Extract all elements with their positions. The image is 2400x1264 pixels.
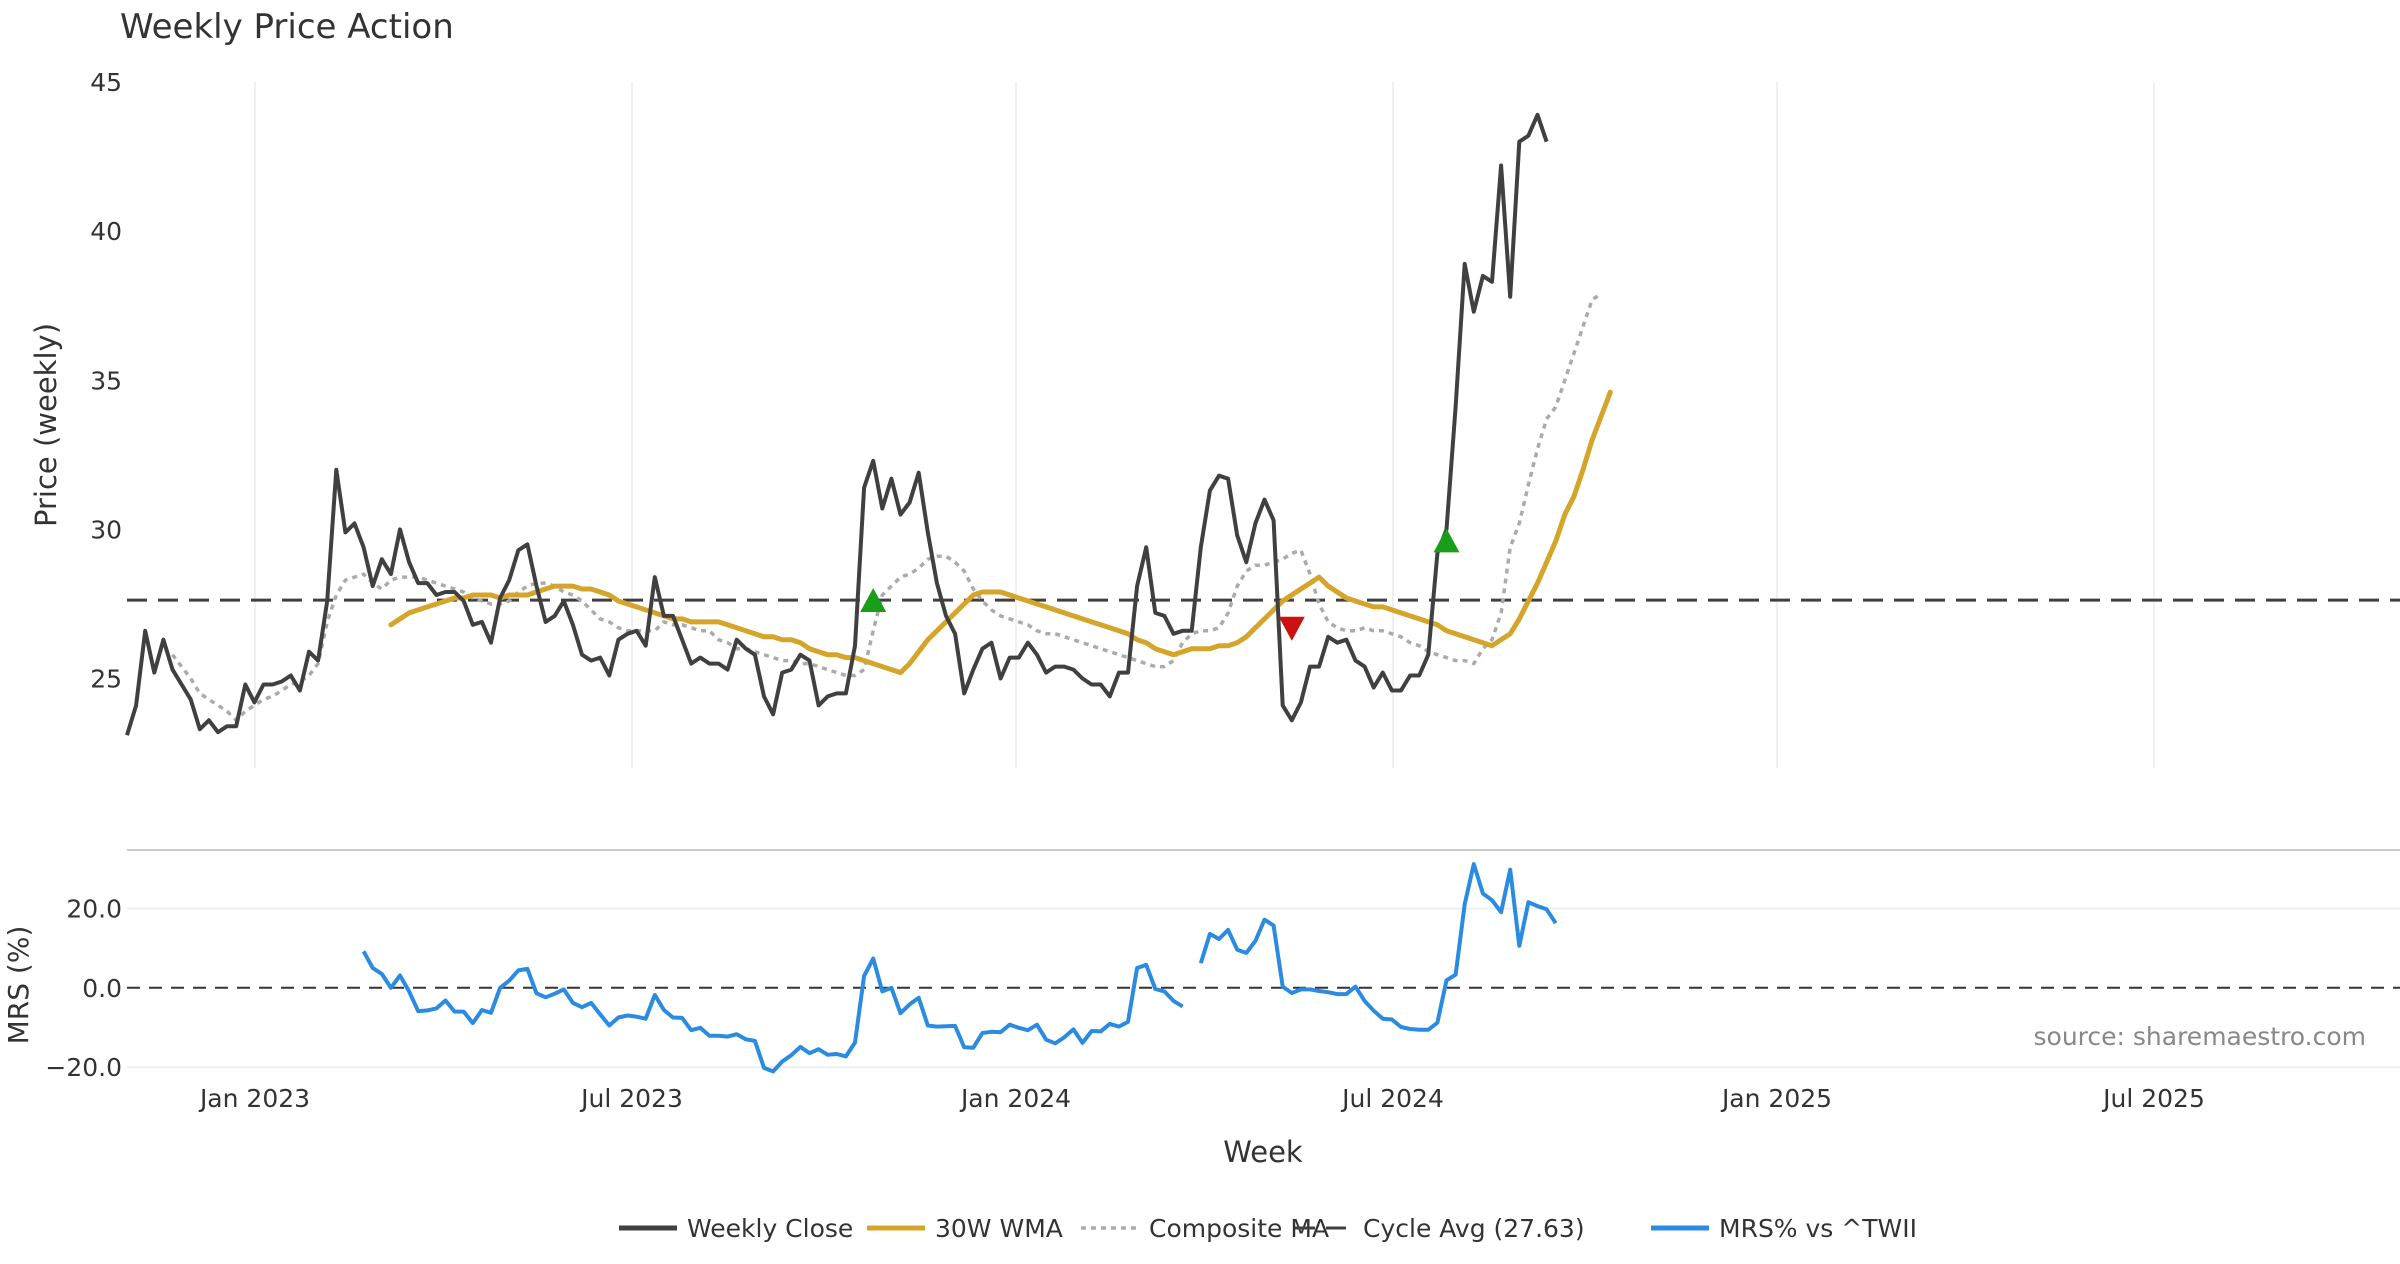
buy-signal-marker [860,587,887,613]
x-tick-label: Jan 2024 [959,1084,1071,1113]
mrs-y-axis-label: MRS (%) [2,926,35,1045]
x-tick-label: Jul 2025 [2101,1084,2205,1113]
x-tick-label: Jan 2025 [1720,1084,1832,1113]
price-y-tick-label: 30 [90,515,122,544]
price-y-tick-label: 40 [90,217,122,246]
price-y-tick-label: 45 [90,68,122,97]
signal-markers [860,528,1460,641]
composite-ma-line [171,292,1603,723]
price-y-ticks: 25 30 35 40 45 [90,68,122,694]
mrs-y-tick-label: 20.0 [66,895,122,924]
price-series [125,112,2400,736]
mrs-y-ticks: 20.0 0.0 −20.0 [45,895,122,1083]
mrs-gridlines [127,907,2400,1068]
mrs-series [361,862,1558,1074]
x-tick-label: Jul 2024 [1340,1084,1444,1113]
legend: Weekly Close 30W WMA Composite MA Cycle Avg… [619,1214,1917,1243]
mrs-y-tick-label: 0.0 [82,974,122,1003]
weekly-close-line [125,112,1549,736]
mrs-y-tick-label: −20.0 [45,1053,122,1082]
mrs-line-segment [1198,862,1558,1032]
source-watermark: source: sharemaestro.com [2034,1022,2367,1051]
legend-label: 30W WMA [935,1214,1063,1243]
legend-label: Cycle Avg (27.63) [1363,1214,1585,1243]
wma-30w-line [388,389,1613,676]
price-y-tick-label: 25 [90,665,122,694]
price-y-axis-label: Price (weekly) [29,323,63,527]
price-y-tick-label: 35 [90,366,122,395]
x-tick-label: Jan 2023 [198,1084,310,1113]
x-axis-label: Week [1223,1135,1303,1169]
mrs-line-segment [361,950,1184,1074]
chart-title: Weekly Price Action [120,7,454,47]
sell-signal-marker [1278,616,1305,641]
x-ticks: Jan 2023 Jul 2023 Jan 2024 Jul 2024 Jan 2025… [198,1084,2205,1113]
legend-label: Weekly Close [687,1214,853,1243]
price-gridlines [254,82,2155,768]
x-tick-label: Jul 2023 [579,1084,683,1113]
legend-label: MRS% vs ^TWII [1719,1214,1917,1243]
buy-signal-marker [1433,528,1460,553]
